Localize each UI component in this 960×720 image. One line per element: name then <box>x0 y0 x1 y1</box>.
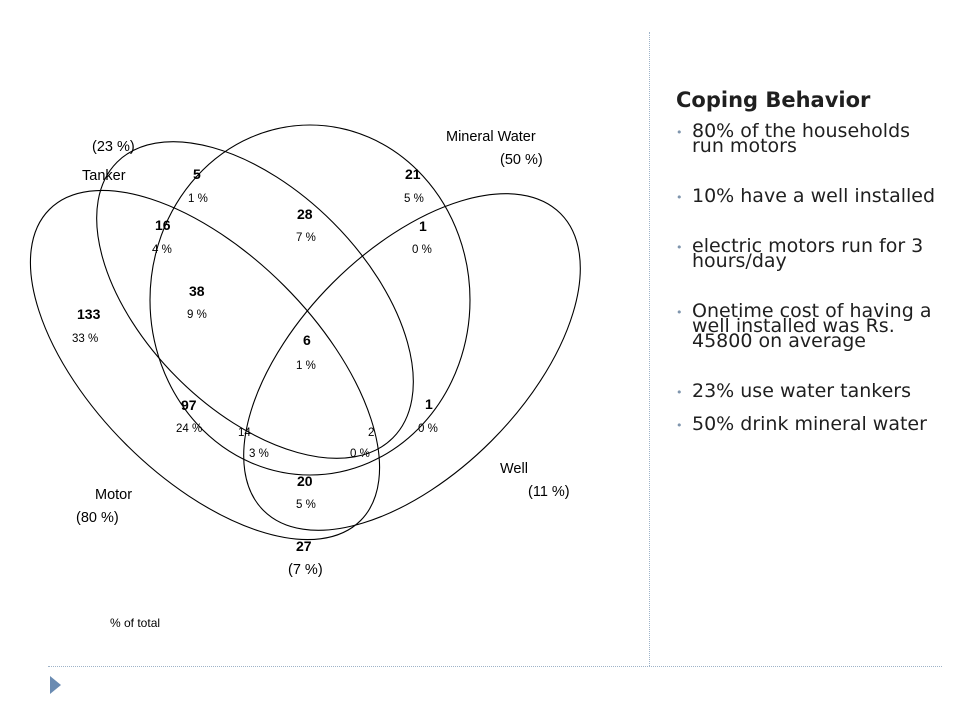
region-count: 97 <box>181 397 197 413</box>
region-percentage: 3 % <box>249 448 269 460</box>
bullet-item: • Onetime cost of having a well installe… <box>676 302 936 351</box>
region-percentage: 5 % <box>296 499 316 511</box>
region-percentage: 33 % <box>72 333 98 345</box>
bullet-item: • 50% drink mineral water <box>676 415 936 434</box>
region-percentage: 5 % <box>404 193 424 205</box>
bullet-text: 10% have a well installed <box>692 185 936 207</box>
well-label: Well <box>500 461 528 477</box>
region-count: 14 <box>238 427 251 439</box>
region-count: 21 <box>405 166 421 182</box>
region-count: 20 <box>297 473 313 489</box>
region-count: 5 <box>193 166 201 182</box>
region-percentage: 9 % <box>187 309 207 321</box>
region-percentage: 0 % <box>350 448 370 460</box>
coping-behavior-panel: Coping Behavior • 80% of the households … <box>676 88 936 467</box>
bullet-item: • electric motors run for 3 hours/day <box>676 237 936 271</box>
motor-ellipse <box>29 189 381 541</box>
bullet-dot-icon: • <box>676 241 683 254</box>
panel-title: Coping Behavior <box>676 88 871 112</box>
region-percentage: 1 % <box>296 360 316 372</box>
tanker-percentage: (23 %) <box>92 139 135 155</box>
well-percentage: (11 %) <box>528 484 570 500</box>
region-count: 6 <box>303 332 311 348</box>
region-percentage: 4 % <box>152 244 172 256</box>
bullet-text: 80% of the households run motors <box>692 120 911 157</box>
region-count: 2 <box>368 427 374 439</box>
tanker-ellipse <box>96 141 414 459</box>
region-count: 1 <box>419 218 427 234</box>
region-count: 38 <box>189 283 205 299</box>
bullet-dot-icon: • <box>676 306 683 319</box>
bullet-item: • 23% use water tankers <box>676 382 936 401</box>
mineral-water-ellipse <box>149 124 471 476</box>
vertical-divider <box>649 32 650 666</box>
bullet-item: • 10% have a well installed <box>676 187 936 206</box>
region-percentage: 24 % <box>176 423 202 435</box>
motor-percentage: (80 %) <box>76 510 119 526</box>
percent-of-total-note: % of total <box>110 616 160 630</box>
bullet-text: Onetime cost of having a well installed … <box>692 300 932 352</box>
bullet-item: • 80% of the households run motors <box>676 122 936 156</box>
bullet-text: 23% use water tankers <box>692 380 911 402</box>
bullet-dot-icon: • <box>676 126 683 139</box>
bullet-dot-icon: • <box>676 191 683 204</box>
well-ellipse <box>243 193 581 531</box>
bullet-dot-icon: • <box>676 386 683 399</box>
bullet-text: 50% drink mineral water <box>692 413 927 435</box>
outside-percentage: (7 %) <box>288 562 323 578</box>
region-count: 16 <box>155 217 171 233</box>
slide-arrow-icon <box>50 676 61 694</box>
mineral-water-label: Mineral Water <box>446 129 536 145</box>
motor-label: Motor <box>95 487 132 503</box>
venn-diagram: (23 %) Tanker Mineral Water (50 %) Well … <box>29 124 581 630</box>
bullet-list: • 80% of the households run motors • 10%… <box>676 122 936 434</box>
region-percentage: 7 % <box>296 232 316 244</box>
region-count: 133 <box>77 306 101 322</box>
region-percentage: 1 % <box>188 193 208 205</box>
horizontal-divider <box>48 666 942 667</box>
outside-count: 27 <box>296 538 312 554</box>
tanker-label: Tanker <box>82 168 126 184</box>
region-percentage: 0 % <box>412 244 432 256</box>
mineral-water-percentage: (50 %) <box>500 152 543 168</box>
bullet-text: electric motors run for 3 hours/day <box>692 235 924 272</box>
region-count: 28 <box>297 206 313 222</box>
region-count: 1 <box>425 396 433 412</box>
bullet-dot-icon: • <box>676 419 683 432</box>
region-percentage: 0 % <box>418 423 438 435</box>
